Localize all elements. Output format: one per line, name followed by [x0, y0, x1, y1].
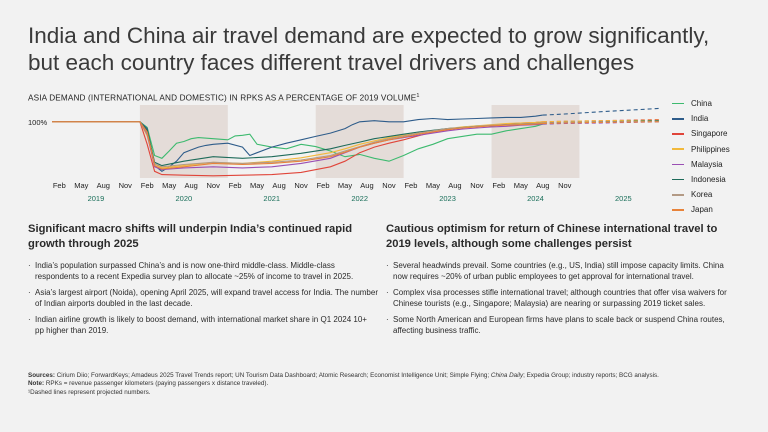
legend-item: Korea [672, 187, 730, 202]
legend-swatch [672, 193, 684, 196]
projected-line-japan [542, 121, 661, 125]
right-bullet: Complex visa processes stifle internatio… [386, 288, 736, 310]
year-label: 2023 [439, 194, 456, 203]
title-line-2: but each country faces different travel … [28, 50, 635, 75]
legend-label: Korea [691, 190, 713, 200]
x-tick-label: Feb [141, 181, 154, 190]
legend-item: India [672, 111, 730, 126]
year-label: 2024 [527, 194, 544, 203]
series-line-india [52, 114, 543, 172]
year-label: 2025 [615, 194, 632, 203]
chart-subtitle-footnote-mark: 1 [416, 93, 420, 99]
x-tick-label: Aug [448, 181, 461, 190]
sources-label: Sources: [28, 372, 55, 379]
legend-label: Japan [691, 205, 713, 215]
chart-subtitle-text: ASIA DEMAND (INTERNATIONAL AND DOMESTIC)… [28, 93, 417, 103]
shaded-year-band-2022 [315, 105, 404, 178]
x-tick-label: Aug [185, 181, 198, 190]
left-column: Significant macro shifts will underpin I… [28, 222, 378, 343]
series-line-korea [52, 121, 543, 168]
legend-item: Malaysia [672, 157, 730, 172]
left-bullet: Asia’s largest airport (Noida), opening … [28, 288, 378, 310]
x-tick-label: May [426, 181, 440, 190]
x-tick-label: Aug [272, 181, 285, 190]
legend-item: Japan [672, 202, 730, 217]
x-tick-label: Feb [53, 181, 66, 190]
x-tick-label: May [514, 181, 528, 190]
legend-swatch [672, 163, 684, 166]
right-heading: Cautious optimism for return of Chinese … [386, 223, 718, 250]
sources-line: Sources: Cirium Diio; ForwardKeys; Amade… [28, 372, 748, 380]
right-column: Cautious optimism for return of Chinese … [386, 222, 736, 343]
y-tick-label: 100% [28, 118, 48, 127]
line-chart: 100% Feb May Aug Nov Feb May Aug Nov Feb May Aug Nov… [28, 105, 661, 203]
legend-swatch [672, 178, 684, 181]
x-tick-label: Nov [206, 181, 220, 190]
left-bullet: Indian airline growth is likely to boost… [28, 315, 378, 337]
chart-legend: China India Singapore Philippines Malaysia In… [672, 96, 730, 218]
legend-swatch [672, 133, 684, 135]
title-line-1: India and China air travel demand are ex… [28, 23, 710, 48]
legend-item: Philippines [672, 142, 730, 157]
chart-subtitle: ASIA DEMAND (INTERNATIONAL AND DOMESTIC)… [28, 93, 420, 103]
legend-label: Indonesia [691, 175, 726, 185]
x-tick-label: Aug [360, 181, 373, 190]
legend-label: China [691, 99, 712, 109]
series-line-japan [52, 121, 543, 170]
legend-item: China [672, 96, 730, 111]
legend-swatch [672, 117, 684, 120]
projected-line-philippines [542, 119, 661, 123]
x-tick-label: May [250, 181, 264, 190]
legend-item: Indonesia [672, 172, 730, 187]
note-line: Note: RPKs = revenue passenger kilometer… [28, 380, 748, 388]
legend-label: Singapore [691, 129, 728, 139]
sources-text-2: ; Expedia Group; industry reports; BCG a… [523, 372, 659, 379]
left-bullet: India’s population surpassed China’s and… [28, 261, 378, 283]
sources-text: Cirium Diio; ForwardKeys; Amadeus 2025 T… [56, 372, 490, 379]
x-tick-label: Nov [294, 181, 308, 190]
page-title: India and China air travel demand are ex… [28, 22, 748, 76]
x-tick-label: Nov [382, 181, 396, 190]
year-label: 2020 [176, 194, 193, 203]
legend-swatch [672, 148, 684, 150]
note-label: Note: [28, 380, 45, 388]
x-tick-label: May [162, 181, 176, 190]
x-tick-label: Feb [492, 181, 505, 190]
dashed-note: ¹Dashed lines represent projected number… [28, 388, 151, 396]
x-tick-label: May [338, 181, 352, 190]
x-tick-label: Aug [536, 181, 549, 190]
right-bullet-list: Several headwinds prevail. Some countrie… [386, 261, 736, 337]
x-tick-label: Feb [229, 181, 242, 190]
year-label: 2022 [351, 194, 368, 203]
legend-label: India [691, 114, 709, 124]
x-tick-label: Feb [404, 181, 417, 190]
legend-label: Malaysia [691, 159, 723, 169]
x-tick-label: Nov [470, 181, 484, 190]
right-bullet: Some North American and European firms h… [386, 315, 736, 337]
x-tick-label: Aug [97, 181, 110, 190]
left-bullet-list: India’s population surpassed China’s and… [28, 261, 378, 337]
x-tick-label: Nov [558, 181, 572, 190]
legend-swatch [672, 102, 684, 105]
x-tick-label: Feb [317, 181, 330, 190]
legend-item: Singapore [672, 126, 730, 141]
right-bullet: Several headwinds prevail. Some countrie… [386, 261, 736, 283]
legend-swatch [672, 209, 684, 211]
x-tick-label: Nov [119, 181, 133, 190]
note-text: RPKs = revenue passenger kilometers (pay… [45, 380, 269, 388]
legend-label: Philippines [691, 144, 730, 154]
sources-italic: China Daily [490, 372, 524, 379]
footnotes: Sources: Cirium Diio; ForwardKeys; Amade… [28, 372, 748, 397]
year-label: 2021 [263, 194, 280, 203]
year-label: 2019 [88, 194, 105, 203]
left-heading: Significant macro shifts will underpin I… [28, 223, 353, 250]
x-tick-label: May [74, 181, 88, 190]
series-line-china [52, 121, 543, 162]
series-line-singapore [52, 121, 543, 177]
